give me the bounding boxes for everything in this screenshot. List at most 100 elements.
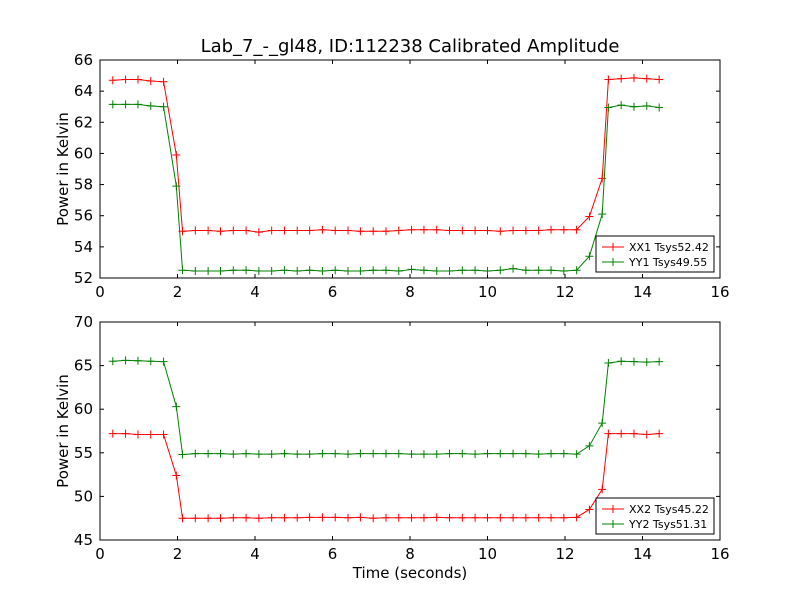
- data-point: [483, 449, 492, 458]
- data-point: [496, 266, 505, 275]
- data-point: [369, 449, 378, 458]
- data-point: [267, 266, 276, 275]
- x-tick-label: 12: [555, 545, 574, 563]
- data-point: [547, 513, 556, 522]
- data-point: [458, 513, 467, 522]
- data-point: [585, 252, 594, 261]
- data-point: [280, 513, 289, 522]
- data-point: [254, 450, 263, 459]
- data-point: [293, 450, 302, 459]
- data-point: [483, 226, 492, 235]
- data-point: [521, 226, 530, 235]
- data-point: [267, 450, 276, 459]
- data-point: [534, 513, 543, 522]
- legend: XX1 Tsys52.42 YY1 Tsys49.55: [595, 235, 715, 273]
- data-point: [254, 514, 263, 523]
- y-tick-label: 64: [74, 82, 93, 100]
- data-point: [509, 264, 518, 273]
- x-tick-label: 16: [710, 283, 729, 301]
- x-tick-label: 8: [405, 283, 415, 301]
- data-point: [356, 513, 365, 522]
- data-point: [133, 75, 142, 84]
- data-point: [159, 430, 168, 439]
- data-point: [369, 514, 378, 523]
- x-tick-label: 0: [95, 283, 105, 301]
- data-point: [394, 449, 403, 458]
- data-point: [178, 266, 187, 275]
- data-point: [617, 101, 626, 110]
- data-point: [419, 450, 428, 459]
- y-tick-label: 60: [74, 144, 93, 162]
- data-point: [458, 266, 467, 275]
- legend-label: YY2 Tsys51.31: [628, 518, 707, 531]
- data-point: [172, 471, 181, 480]
- data-point: [318, 266, 327, 275]
- data-point: [280, 266, 289, 275]
- data-point: [547, 449, 556, 458]
- data-point: [381, 513, 390, 522]
- y-tick-label: 52: [74, 269, 93, 287]
- data-point: [521, 513, 530, 522]
- data-point: [318, 225, 327, 234]
- data-point: [419, 513, 428, 522]
- data-point: [108, 357, 117, 366]
- series-1: [108, 429, 664, 523]
- data-point: [617, 74, 626, 83]
- data-point: [172, 182, 181, 191]
- data-point: [458, 226, 467, 235]
- data-point: [121, 429, 130, 438]
- data-point: [356, 227, 365, 236]
- data-point: [229, 266, 238, 275]
- data-point: [108, 76, 117, 85]
- data-point: [356, 449, 365, 458]
- data-point: [598, 419, 607, 428]
- data-point: [471, 513, 480, 522]
- data-point: [318, 513, 327, 522]
- data-point: [216, 449, 225, 458]
- data-point: [242, 226, 251, 235]
- y-tick-label: 58: [74, 176, 93, 194]
- data-point: [547, 225, 556, 234]
- data-point: [267, 226, 276, 235]
- data-point: [159, 77, 168, 86]
- y-tick-label: 45: [74, 531, 93, 549]
- data-point: [496, 227, 505, 236]
- data-point: [242, 513, 251, 522]
- data-point: [133, 430, 142, 439]
- data-point: [432, 450, 441, 459]
- data-point: [293, 266, 302, 275]
- data-point: [204, 226, 213, 235]
- data-point: [407, 225, 416, 234]
- y-tick-label: 62: [74, 113, 93, 131]
- data-point: [585, 441, 594, 450]
- data-point: [642, 430, 651, 439]
- data-point: [559, 513, 568, 522]
- data-point: [604, 429, 613, 438]
- data-point: [432, 513, 441, 522]
- data-point: [483, 513, 492, 522]
- x-tick-label: 4: [250, 545, 260, 563]
- y-tick-label: 54: [74, 238, 93, 256]
- y-tick-label: 56: [74, 207, 93, 225]
- data-point: [534, 450, 543, 459]
- data-point: [108, 429, 117, 438]
- x-tick-label: 14: [633, 545, 652, 563]
- data-point: [133, 100, 142, 109]
- series-2: [108, 100, 664, 275]
- data-point: [458, 449, 467, 458]
- data-point: [159, 102, 168, 111]
- data-point: [604, 358, 613, 367]
- data-point: [146, 101, 155, 110]
- data-point: [407, 450, 416, 459]
- data-point: [534, 266, 543, 275]
- data-point: [204, 514, 213, 523]
- data-point: [356, 266, 365, 275]
- data-point: [267, 513, 276, 522]
- data-point: [305, 226, 314, 235]
- data-point: [598, 485, 607, 494]
- legend-box: [595, 235, 715, 273]
- data-point: [534, 226, 543, 235]
- data-point: [121, 356, 130, 365]
- data-point: [344, 513, 352, 522]
- data-point: [216, 227, 225, 236]
